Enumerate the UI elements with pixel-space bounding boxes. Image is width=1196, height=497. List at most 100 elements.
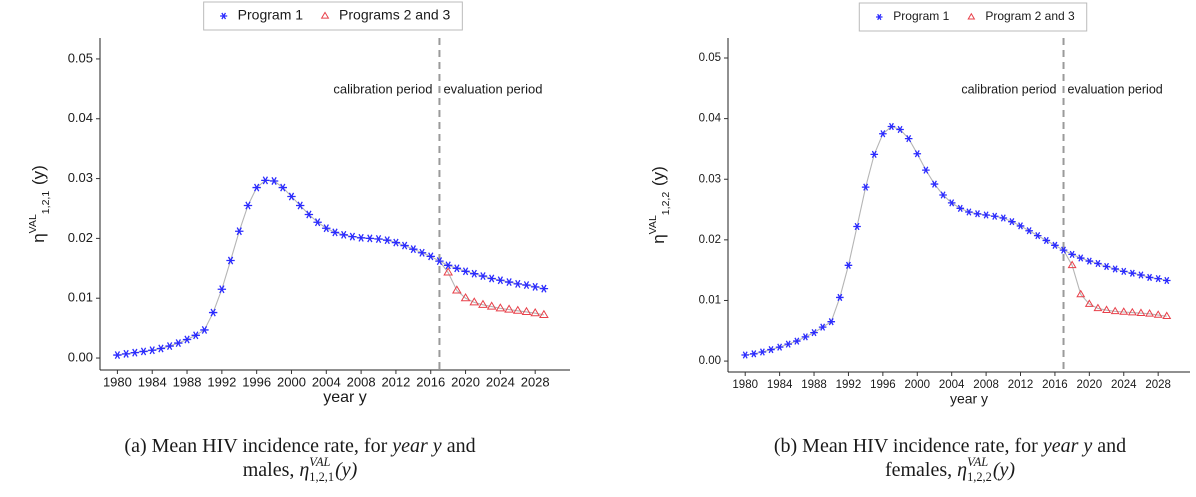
star-marker <box>417 248 427 257</box>
x-tick-label: 2004 <box>312 374 341 389</box>
math-sub: 1,2,1 <box>309 470 334 484</box>
math-symbol: η <box>649 234 668 243</box>
text-part: and <box>1092 435 1126 457</box>
star-marker <box>870 150 879 159</box>
triangle-marker <box>1119 307 1129 315</box>
star-marker <box>243 201 253 210</box>
math-sup: VAL <box>27 214 39 233</box>
star-marker <box>836 293 844 302</box>
star-marker <box>313 218 322 227</box>
x-tick-label: 2024 <box>1111 379 1137 391</box>
star-marker <box>767 345 775 354</box>
triangle-marker <box>1093 303 1103 312</box>
star-marker <box>426 252 435 261</box>
x-axis-label: year y <box>950 391 988 407</box>
star-marker <box>487 274 496 283</box>
math-sup: VAL <box>309 455 330 469</box>
text-part: and <box>442 435 476 457</box>
star-marker <box>148 346 157 355</box>
y-tick-label: 0.00 <box>68 349 93 364</box>
x-tick-label: 2028 <box>521 374 550 389</box>
star-marker <box>113 351 122 360</box>
math-symbol: η <box>299 459 309 481</box>
star-marker <box>365 234 375 243</box>
star-marker <box>1085 257 1094 265</box>
star-marker <box>217 285 227 294</box>
x-tick-label: 1992 <box>836 379 862 391</box>
star-marker <box>322 224 331 233</box>
star-marker <box>182 335 192 344</box>
star-marker <box>269 176 279 185</box>
star-marker <box>435 257 444 266</box>
triangle-marker <box>1110 306 1120 315</box>
star-marker <box>801 333 810 341</box>
legend-item: Program 1 <box>220 7 303 23</box>
star-marker <box>965 208 973 216</box>
caption-line: females, ηVAL 1,2,2(y) <box>885 455 1015 484</box>
legend: Program 1 Programs 2 and 3 <box>203 1 463 31</box>
star-marker <box>200 325 209 334</box>
star-marker <box>478 272 488 281</box>
star-marker <box>879 130 887 138</box>
triangle-marker <box>539 309 549 318</box>
star-marker <box>1162 276 1171 285</box>
star-marker <box>174 339 183 348</box>
x-tick-label: 1996 <box>242 374 271 389</box>
math-sup: VAL <box>967 455 988 469</box>
star-marker <box>374 235 383 243</box>
star-marker <box>1051 241 1059 249</box>
x-axis-label: year y <box>323 389 367 406</box>
star-marker <box>1111 265 1119 273</box>
star-marker <box>775 343 784 351</box>
star-marker <box>226 256 235 265</box>
star-marker <box>220 12 228 20</box>
triangle-marker <box>1145 309 1155 317</box>
triangle-marker <box>1084 299 1094 307</box>
star-marker <box>461 267 470 276</box>
star-marker <box>522 281 531 290</box>
star-marker <box>784 340 793 348</box>
star-marker <box>235 227 244 236</box>
series-line <box>1071 265 1167 317</box>
star-marker <box>391 238 401 247</box>
y-tick-label: 0.01 <box>699 295 721 307</box>
star-marker <box>930 180 939 188</box>
star-marker <box>1033 231 1042 240</box>
x-tick-label: 1988 <box>801 379 827 391</box>
star-marker <box>1016 222 1025 230</box>
star-marker <box>1119 267 1128 276</box>
y-tick-label: 0.05 <box>68 50 93 65</box>
x-tick-label: 2028 <box>1145 379 1171 391</box>
star-marker <box>818 323 827 331</box>
star-marker <box>947 199 956 207</box>
x-tick-label: 1980 <box>103 374 132 389</box>
star-marker <box>287 192 296 201</box>
star-marker <box>896 125 904 134</box>
star-marker <box>539 284 549 293</box>
y-tick-label: 0.03 <box>699 173 721 185</box>
y-tick-label: 0.04 <box>699 113 722 125</box>
x-tick-label: 2016 <box>416 374 445 389</box>
text-part: year y <box>1041 435 1093 457</box>
x-tick-label: 2016 <box>1042 379 1068 391</box>
triangle-marker <box>1162 311 1172 320</box>
x-tick-label: 2020 <box>451 374 480 389</box>
star-marker <box>844 261 853 269</box>
x-tick-label: 2000 <box>904 379 930 391</box>
star-marker <box>1094 259 1102 268</box>
caption-line: (a) Mean HIV incidence rate, for year y … <box>124 435 475 457</box>
star-marker <box>452 264 462 273</box>
star-marker <box>973 210 982 218</box>
y-axis-label: ηVAL1,2,1 (y) <box>27 165 52 243</box>
x-tick-label: 2008 <box>347 374 376 389</box>
triangle-marker <box>320 11 330 19</box>
math-arg: (y) <box>29 165 48 190</box>
triangle-marker <box>1102 305 1112 313</box>
star-marker <box>1068 250 1076 259</box>
text-part: (a) Mean HIV incidence rate, for <box>124 435 392 457</box>
x-tick-label: 1984 <box>767 379 793 391</box>
y-tick-label: 0.00 <box>699 355 721 367</box>
triangle-marker <box>1136 308 1146 316</box>
star-marker <box>1102 262 1111 271</box>
annotation: evaluation period <box>443 81 542 96</box>
